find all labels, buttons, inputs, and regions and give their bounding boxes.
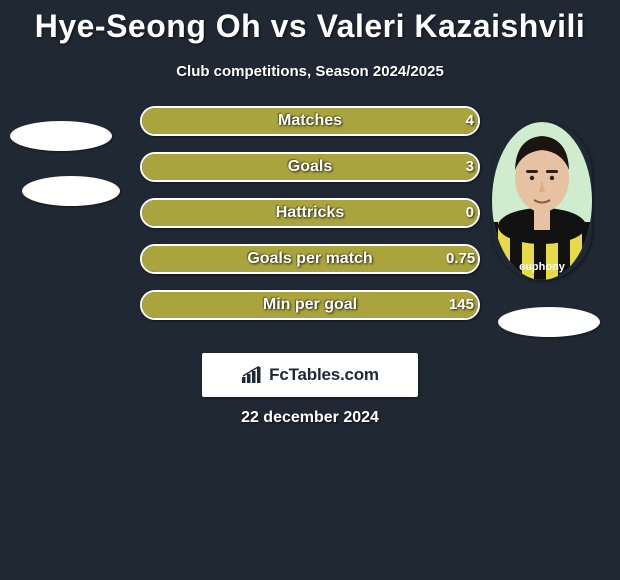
source-logo-text: FcTables.com — [269, 365, 379, 385]
stat-row: Hattricks 0 — [0, 198, 620, 228]
stat-row: Min per goal 145 — [0, 290, 620, 320]
bar-track — [140, 290, 480, 320]
stat-row: Matches 4 — [0, 106, 620, 136]
page-title: Hye-Seong Oh vs Valeri Kazaishvili — [0, 0, 620, 45]
bar-chart-icon — [241, 366, 263, 384]
bar-left — [142, 154, 478, 180]
stat-row: Goals 3 — [0, 152, 620, 182]
bar-track — [140, 198, 480, 228]
source-logo-box: FcTables.com — [202, 353, 418, 397]
subtitle: Club competitions, Season 2024/2025 — [0, 63, 620, 80]
bar-left — [142, 246, 478, 272]
bar-left — [142, 200, 478, 226]
bar-track — [140, 152, 480, 182]
bar-track — [140, 244, 480, 274]
stat-row: Goals per match 0.75 — [0, 244, 620, 274]
bar-left — [142, 108, 478, 134]
bar-left — [142, 292, 478, 318]
stats-chart: Matches 4 Goals 3 Hattricks 0 Goals per … — [0, 106, 620, 320]
date-line: 22 december 2024 — [0, 409, 620, 427]
bar-track — [140, 106, 480, 136]
